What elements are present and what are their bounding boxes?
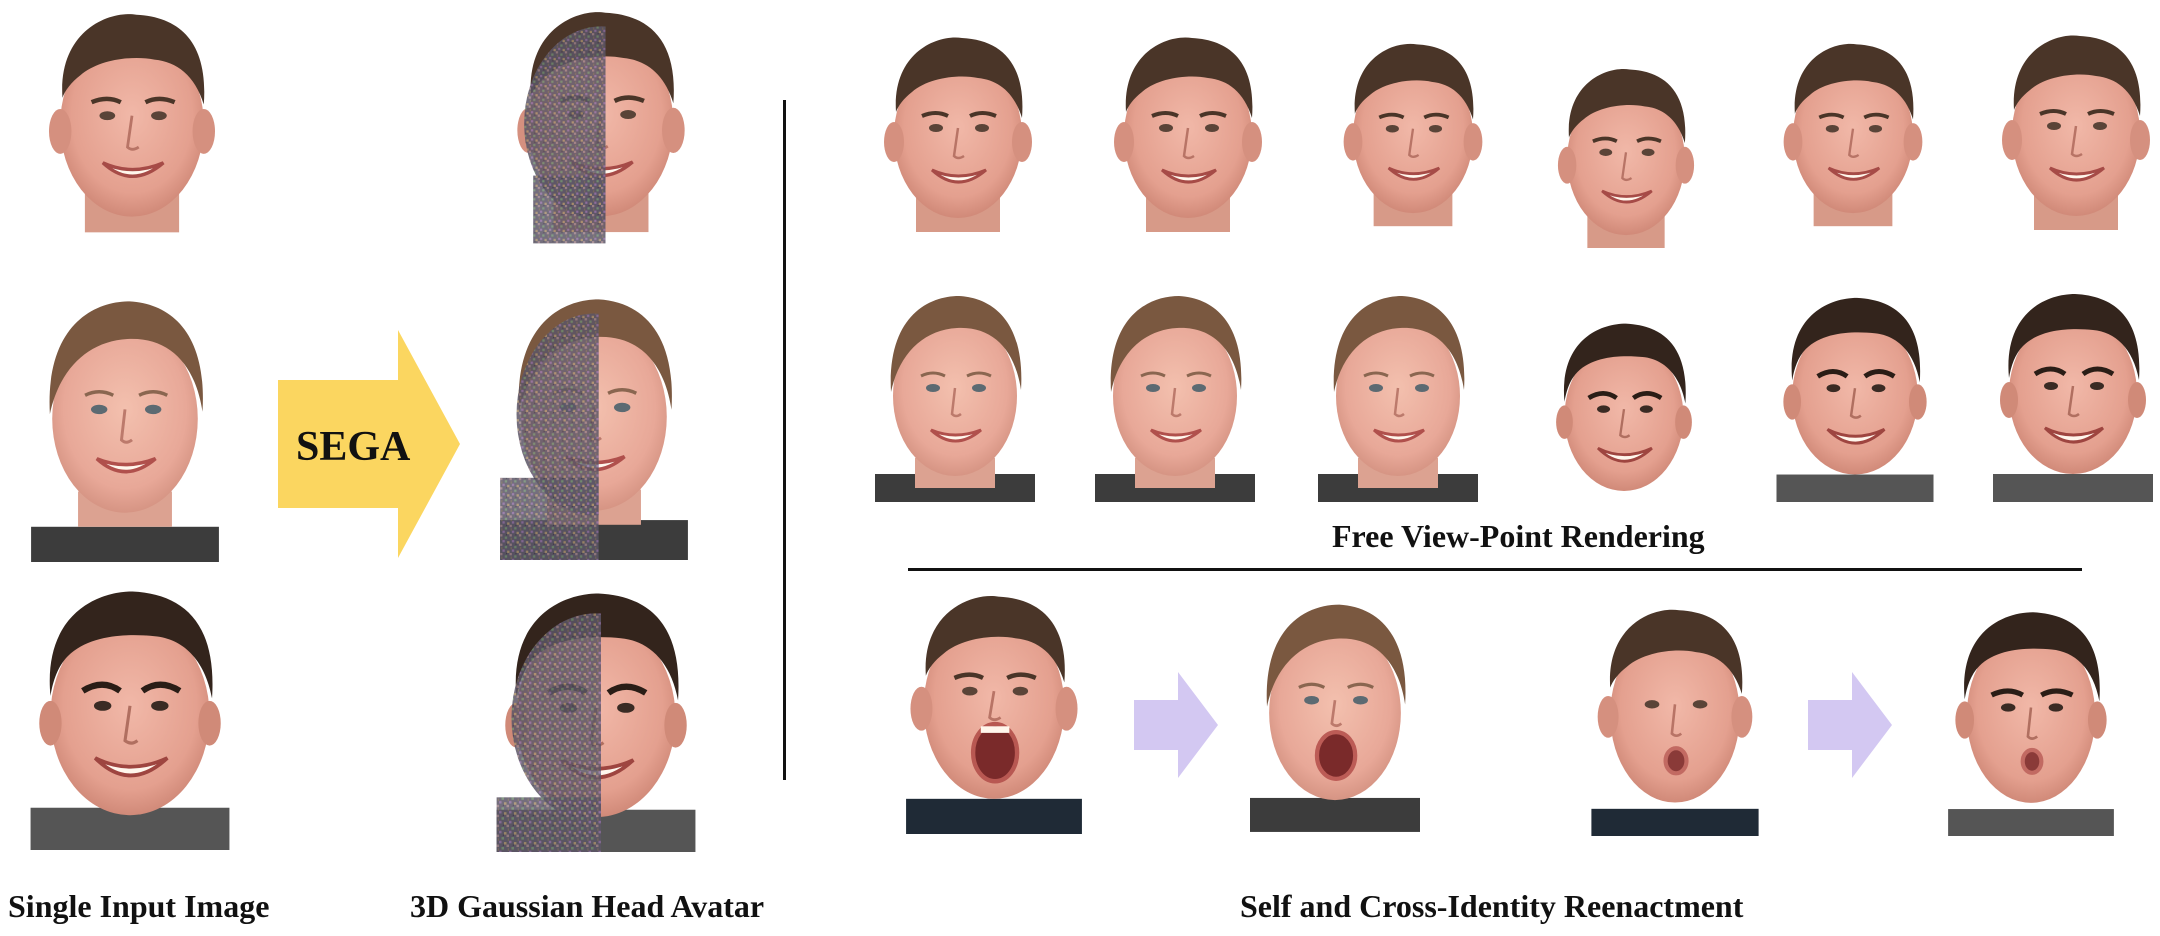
reenact-source-man-pout <box>1591 604 1759 836</box>
input-image-man-curly <box>42 8 222 266</box>
sega-arrow <box>278 330 460 558</box>
input-image-man-dark <box>30 584 230 850</box>
view-man-3 <box>1341 41 1485 229</box>
caption-free-view: Free View-Point Rendering <box>1332 518 1705 554</box>
reenact-source-man-open <box>906 590 1082 834</box>
reenact-target-woman-open <box>1250 594 1420 832</box>
caption-reenactment: Self and Cross-Identity Reenactment <box>1240 888 1744 924</box>
sega-label: SEGA <box>296 424 411 470</box>
view-man-2 <box>1112 35 1264 234</box>
reenact-arrow-2 <box>1808 672 1892 778</box>
avatar-man-curly <box>508 6 694 244</box>
avatar-woman <box>500 297 688 560</box>
view-woman-2 <box>1095 294 1255 502</box>
reenact-arrow-1 <box>1134 672 1218 778</box>
caption-avatar: 3D Gaussian Head Avatar <box>410 888 765 924</box>
reenact-target-man-dark-pout <box>1948 606 2114 836</box>
input-image-woman <box>31 299 219 562</box>
vertical-divider <box>783 100 786 780</box>
horizontal-divider <box>908 568 2082 571</box>
avatar-man-dark <box>496 586 696 852</box>
free-view-row-2 <box>872 284 2160 504</box>
view-man-4 <box>1556 67 1696 250</box>
view-man-5 <box>1781 41 1925 229</box>
caption-input: Single Input Image <box>8 888 270 924</box>
view-man-6 <box>2000 33 2152 232</box>
view-woman-1 <box>875 294 1035 502</box>
view-man-1 <box>882 35 1034 234</box>
view-woman-3 <box>1318 294 1478 502</box>
view-man-dark-1 <box>1544 318 1704 504</box>
view-man-dark-3 <box>1993 288 2153 502</box>
free-view-row-1 <box>878 28 2158 250</box>
view-man-dark-2 <box>1776 292 1934 502</box>
